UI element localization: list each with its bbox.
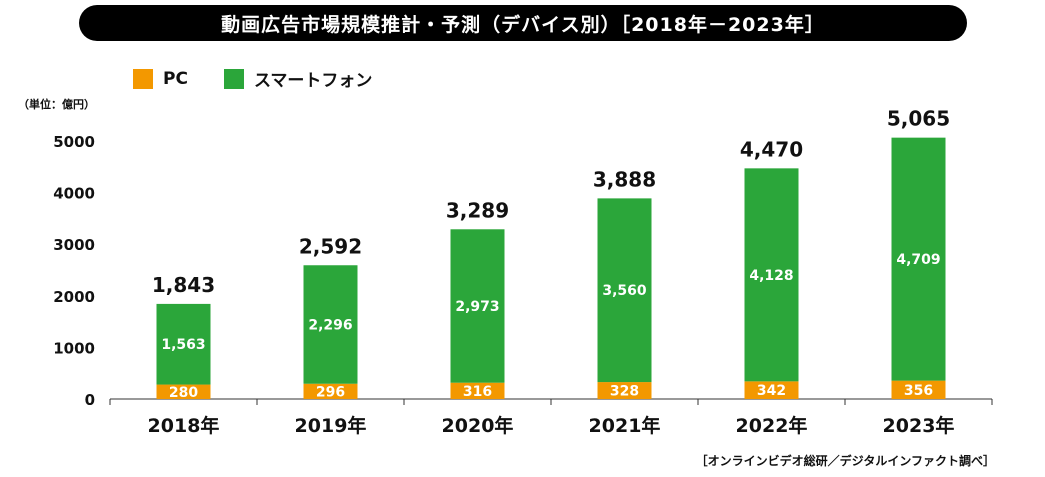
legend-item-pc: PC	[133, 68, 188, 89]
data-label: 3,560	[602, 283, 647, 299]
y-tick-label: 5000	[53, 133, 95, 151]
total-label: 5,065	[887, 107, 950, 131]
data-label: 4,709	[896, 252, 940, 268]
y-tick-label: 1000	[53, 339, 95, 357]
legend: PC スマートフォン	[133, 66, 408, 91]
x-category-label: 2022年	[736, 414, 808, 437]
bar-segment-pc	[156, 384, 211, 399]
x-category-label: 2020年	[442, 414, 514, 437]
legend-item-smartphone: スマートフォン	[223, 66, 373, 91]
x-category-label: 2021年	[589, 414, 661, 437]
data-label: 280	[169, 385, 198, 401]
bar-segment-smartphone	[450, 229, 505, 383]
data-label: 316	[463, 384, 492, 400]
total-label: 3,289	[446, 198, 509, 222]
bar-segment-pc	[303, 383, 358, 399]
x-category-label: 2018年	[148, 414, 220, 437]
bar-segment-smartphone	[744, 168, 799, 382]
y-tick-label: 2000	[53, 288, 95, 306]
legend-label-smartphone: スマートフォン	[253, 71, 373, 91]
bar-segment-pc	[450, 382, 505, 399]
y-tick-label: 3000	[53, 236, 95, 254]
data-label: 2,973	[455, 299, 499, 315]
total-label: 2,592	[299, 234, 362, 258]
source-note: ［オンラインビデオ総研／デジタルインファクト調べ］	[695, 454, 995, 468]
data-label: 1,563	[161, 337, 205, 353]
data-label: 342	[757, 383, 786, 399]
bar-segment-pc	[891, 380, 946, 399]
bar-segment-smartphone	[303, 265, 358, 384]
data-label: 4,128	[749, 268, 793, 284]
bar-segment-pc	[597, 382, 652, 399]
y-tick-label: 4000	[53, 185, 95, 203]
bar-segment-pc	[744, 381, 799, 399]
data-label: 356	[904, 383, 933, 399]
data-label: 328	[610, 384, 639, 400]
title-bar: 動画広告市場規模推計・予測（デバイス別）［2018年－2023年］	[79, 5, 967, 41]
y-tick-label: 0	[85, 391, 95, 409]
bar-segment-smartphone	[891, 137, 946, 381]
legend-label-pc: PC	[163, 68, 188, 89]
legend-swatch-smartphone	[223, 68, 244, 89]
x-category-label: 2019年	[295, 414, 367, 437]
total-label: 3,888	[593, 167, 656, 191]
total-label: 4,470	[740, 137, 803, 161]
chart-title: 動画広告市場規模推計・予測（デバイス別）［2018年－2023年］	[221, 13, 825, 36]
bar-segment-smartphone	[156, 303, 211, 385]
x-category-label: 2023年	[883, 414, 955, 437]
data-label: 2,296	[308, 317, 352, 333]
data-label: 296	[316, 384, 345, 400]
bar-segment-smartphone	[597, 198, 652, 383]
total-label: 1,843	[152, 273, 215, 297]
legend-swatch-pc	[133, 68, 153, 89]
unit-label: （単位：億円）	[18, 98, 95, 111]
